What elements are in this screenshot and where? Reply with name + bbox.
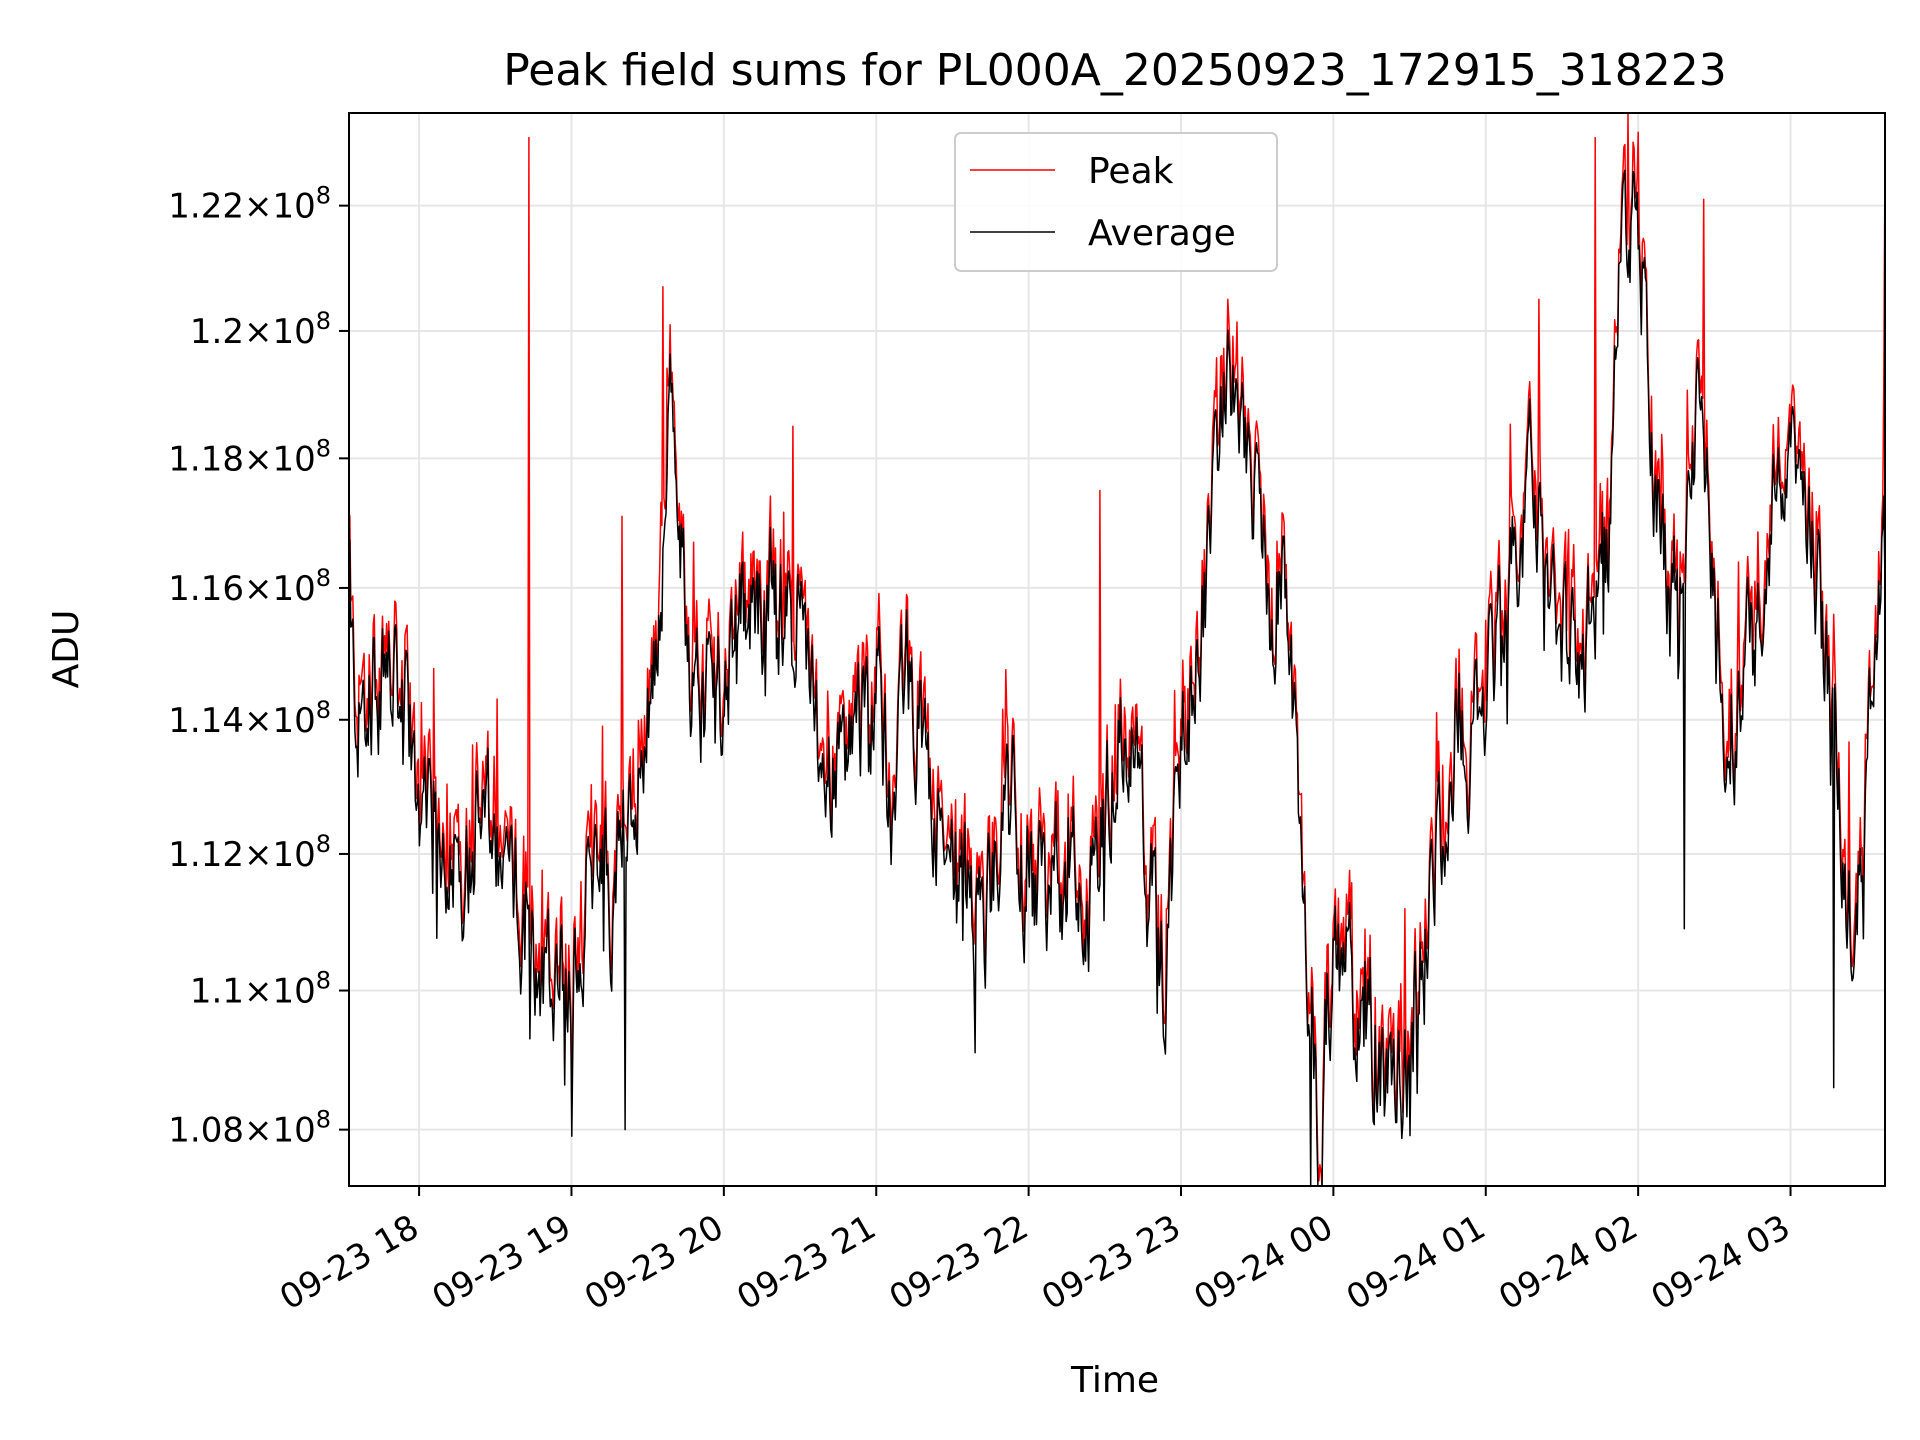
y-tick-label: 1.22×108 xyxy=(168,182,331,227)
y-tick-label: 1.18×108 xyxy=(168,434,331,479)
plot-area-frame xyxy=(348,112,1886,1187)
y-axis-ticks: 1.08×108 1.1×108 1.12×108 1.14×108 1.16×108 1… xyxy=(168,182,349,1151)
y-tick-label: 1.14×108 xyxy=(168,696,331,741)
y-tick-label: 1.08×108 xyxy=(168,1106,331,1151)
y-gridlines xyxy=(349,204,1885,1131)
y-axis-label: ADU xyxy=(46,610,87,689)
y-tick-label: 1.16×108 xyxy=(168,564,331,609)
x-gridlines xyxy=(418,113,1792,1186)
chart-title: Peak field sums for PL000A_20250923_1729… xyxy=(503,45,1726,96)
y-tick-label: 1.2×108 xyxy=(190,307,331,352)
legend-peak-label: Peak xyxy=(1088,151,1174,192)
x-axis-label: Time xyxy=(1070,1360,1159,1401)
y-tick-label: 1.12×108 xyxy=(168,830,331,875)
legend: Peak Average xyxy=(954,132,1278,272)
series-average xyxy=(349,169,1886,1187)
y-tick-label: 1.1×108 xyxy=(190,967,331,1012)
legend-box xyxy=(954,132,1278,272)
legend-average-label: Average xyxy=(1088,213,1236,254)
average-line xyxy=(349,169,1886,1187)
